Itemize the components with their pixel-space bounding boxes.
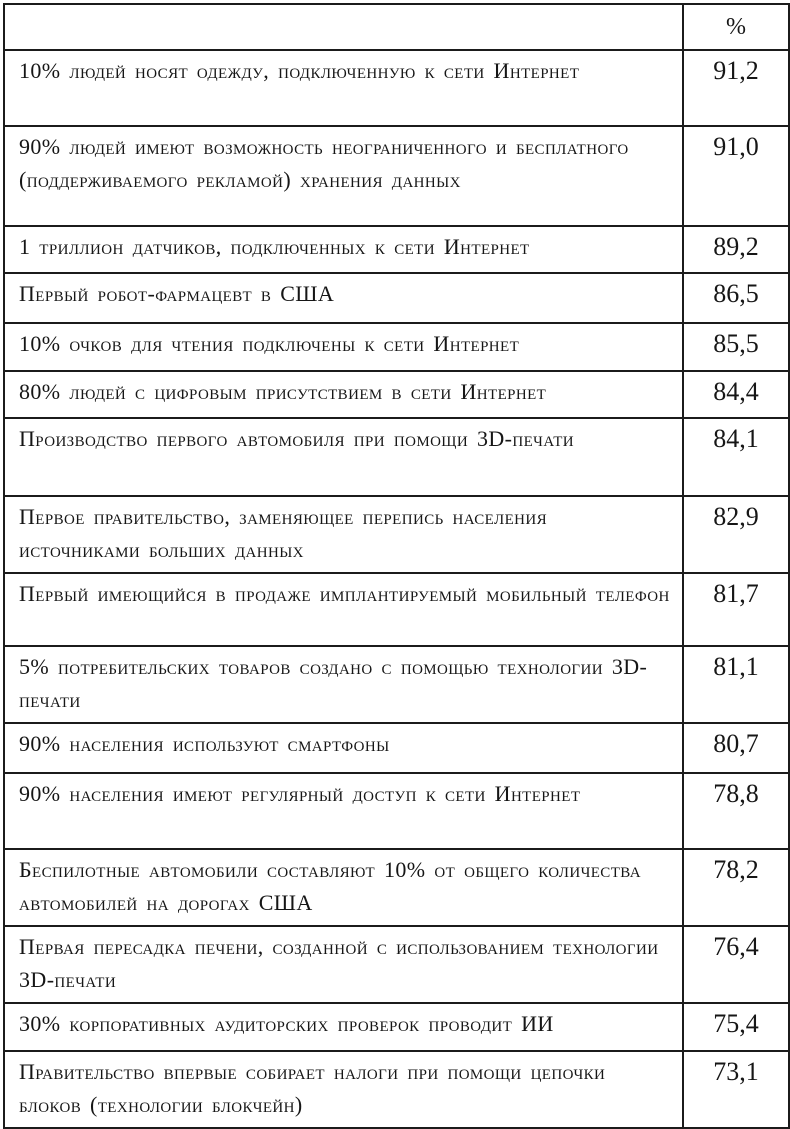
- table-row: Производство первого автомобиля при помо…: [3, 417, 790, 497]
- percent-value-cell: 78,8: [682, 772, 790, 850]
- table-row: 30% корпоративных аудиторских проверок п…: [3, 1002, 790, 1052]
- percent-value-cell: 85,5: [682, 322, 790, 372]
- milestone-label-cell: Первая пересадка печени, созданной с исп…: [3, 925, 684, 1004]
- table-row: 80% людей с цифровым присутствием в сети…: [3, 370, 790, 419]
- percent-value-cell: 75,4: [682, 1002, 790, 1052]
- milestone-label-cell: 90% населения используют смартфоны: [3, 722, 684, 774]
- table-row: Правительство впервые собирает налоги пр…: [3, 1050, 790, 1129]
- milestone-label-cell: Правительство впервые собирает налоги пр…: [3, 1050, 684, 1129]
- percent-value-cell: 91,0: [682, 125, 790, 227]
- milestone-label-cell: 90% людей имеют возможность неограниченн…: [3, 125, 684, 227]
- percent-column-header: %: [682, 3, 790, 51]
- table-row: Первое правительство, заменяющее перепис…: [3, 495, 790, 574]
- table-header-row: %: [3, 3, 790, 51]
- percent-value-cell: 84,4: [682, 370, 790, 419]
- milestone-label-cell: 10% очков для чтения подключены к сети И…: [3, 322, 684, 372]
- percent-value-cell: 76,4: [682, 925, 790, 1004]
- percent-value-cell: 86,5: [682, 272, 790, 324]
- table-row: Первый имеющийся в продаже имплантируемы…: [3, 572, 790, 647]
- table-body: 10% людей носят одежду, подключенную к с…: [3, 49, 790, 1129]
- table-row: 90% людей имеют возможность неограниченн…: [3, 125, 790, 227]
- percent-value-cell: 91,2: [682, 49, 790, 127]
- table-row: 1 триллион датчиков, подключенных к сети…: [3, 225, 790, 274]
- milestone-label-cell: Беспилотные автомобили составляют 10% от…: [3, 848, 684, 927]
- percent-value-cell: 73,1: [682, 1050, 790, 1129]
- milestone-label-cell: Первое правительство, заменяющее перепис…: [3, 495, 684, 574]
- milestone-label-cell: 10% людей носят одежду, подключенную к с…: [3, 49, 684, 127]
- milestone-label-cell: Производство первого автомобиля при помо…: [3, 417, 684, 497]
- table-row: Беспилотные автомобили составляют 10% от…: [3, 848, 790, 927]
- table-row: 90% населения имеют регулярный доступ к …: [3, 772, 790, 850]
- milestone-label-cell: 5% потребительских товаров создано с пом…: [3, 645, 684, 724]
- header-empty-cell: [3, 3, 684, 51]
- percent-value-cell: 82,9: [682, 495, 790, 574]
- milestone-label-cell: 1 триллион датчиков, подключенных к сети…: [3, 225, 684, 274]
- percent-value-cell: 80,7: [682, 722, 790, 774]
- percent-value-cell: 78,2: [682, 848, 790, 927]
- table-row: Первый робот-фармацевт в США 86,5: [3, 272, 790, 324]
- percent-value-cell: 84,1: [682, 417, 790, 497]
- percent-value-cell: 81,1: [682, 645, 790, 724]
- percent-value-cell: 81,7: [682, 572, 790, 647]
- milestone-label-cell: 30% корпоративных аудиторских проверок п…: [3, 1002, 684, 1052]
- milestone-label-cell: 90% населения имеют регулярный доступ к …: [3, 772, 684, 850]
- tipping-points-table: % 10% людей носят одежду, подключенную к…: [3, 3, 790, 1129]
- table-row: 90% населения используют смартфоны 80,7: [3, 722, 790, 774]
- percent-value-cell: 89,2: [682, 225, 790, 274]
- table-row: 10% людей носят одежду, подключенную к с…: [3, 49, 790, 127]
- table-row: 10% очков для чтения подключены к сети И…: [3, 322, 790, 372]
- table-row: Первая пересадка печени, созданной с исп…: [3, 925, 790, 1004]
- milestone-label-cell: Первый имеющийся в продаже имплантируемы…: [3, 572, 684, 647]
- milestone-label-cell: 80% людей с цифровым присутствием в сети…: [3, 370, 684, 419]
- milestone-label-cell: Первый робот-фармацевт в США: [3, 272, 684, 324]
- table-row: 5% потребительских товаров создано с пом…: [3, 645, 790, 724]
